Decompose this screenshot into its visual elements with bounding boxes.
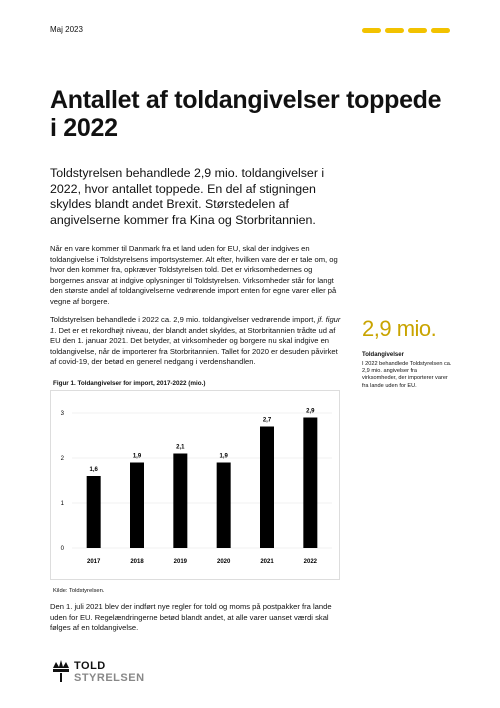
value-label: 2,1	[176, 445, 185, 451]
bar	[173, 453, 188, 548]
paragraph: Toldstyrelsen behandlede i 2022 ca. 2,9 …	[50, 315, 342, 368]
sidebar-text: I 2022 behandlede Toldstyrelsen ca. 2,9 …	[362, 361, 452, 389]
value-label: 1,6	[89, 467, 98, 473]
x-tick-label: 2020	[217, 559, 231, 565]
chart: 0 1 2 3 2017 1,6 2018 1,9 2019 2,1 2020 1,9 2021 2,7 2…	[50, 390, 340, 580]
y-tick-label: 2	[61, 456, 65, 462]
y-tick-label: 1	[61, 501, 65, 507]
lead: Toldstyrelsen behandlede 2,9 mio. toldan…	[50, 166, 325, 227]
value-label: 2,9	[306, 409, 315, 415]
title: Antallet af toldangivelser toppede i 202…	[50, 86, 442, 142]
x-tick-label: 2017	[87, 559, 101, 565]
y-tick-label: 3	[61, 411, 65, 417]
x-tick-label: 2021	[260, 559, 274, 565]
decor-dashes	[362, 28, 450, 33]
logo-text: TOLD	[74, 660, 106, 672]
chart-frame	[50, 390, 340, 580]
bar	[260, 426, 274, 548]
value-label: 2,7	[263, 418, 272, 424]
text: . Det er et rekordhøjt niveau, der bland…	[50, 325, 338, 367]
bar	[216, 462, 231, 548]
chart-title: Figur 1. Toldangivelser for import, 2017…	[53, 380, 206, 387]
reference: jf. figur 1	[50, 315, 341, 335]
date: Maj 2023	[50, 25, 83, 34]
text: Toldstyrelsen behandlede i 2022 ca. 2,9 …	[50, 315, 318, 324]
bar	[130, 462, 144, 548]
logo-text: STYRELSEN	[74, 672, 145, 684]
paragraph: Når en vare kommer til Danmark fra et la…	[50, 244, 338, 306]
sidebar-title: Toldangivelser	[362, 352, 404, 358]
bar	[86, 476, 101, 548]
value-label: 1,9	[133, 454, 142, 460]
source: Kilde: Toldstyrelsen.	[53, 588, 105, 594]
x-tick-label: 2022	[304, 559, 318, 565]
paragraph: Den 1. juli 2021 blev der indført nye re…	[50, 602, 332, 633]
highlight: 2,9 mio.	[362, 316, 437, 341]
y-tick-label: 0	[61, 546, 65, 552]
x-tick-label: 2018	[130, 559, 144, 565]
value-label: 1,9	[219, 454, 228, 460]
logo-crown	[53, 660, 69, 682]
bar	[303, 417, 318, 548]
x-tick-label: 2019	[174, 559, 188, 565]
